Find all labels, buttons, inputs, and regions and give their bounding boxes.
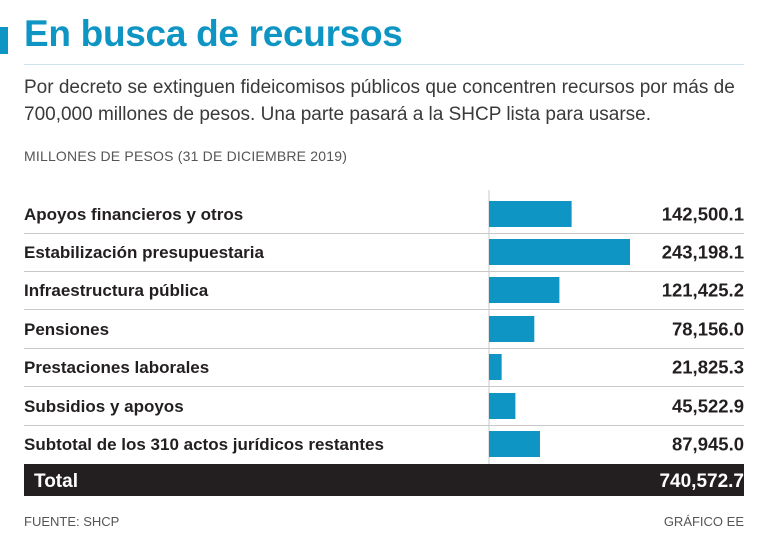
value-label-4: 78,156.0 bbox=[672, 319, 744, 340]
total-row-background bbox=[24, 464, 744, 496]
page-title: En busca de recursos bbox=[24, 13, 403, 54]
value-label-5: 21,825.3 bbox=[672, 357, 744, 378]
category-label-6: Subsidios y apoyos bbox=[24, 397, 184, 416]
bar-6 bbox=[489, 393, 516, 419]
category-label-3: Infraestructura pública bbox=[24, 281, 209, 300]
category-label-4: Pensiones bbox=[24, 320, 109, 339]
bar-4 bbox=[489, 316, 535, 342]
total-value: 740,572.7 bbox=[659, 471, 744, 492]
value-label-7: 87,945.0 bbox=[672, 434, 744, 455]
category-label-7: Subtotal de los 310 actos jurídicos rest… bbox=[24, 435, 384, 454]
value-label-3: 121,425.2 bbox=[662, 280, 744, 301]
units-label: MILLONES DE PESOS (31 DE DICIEMBRE 2019) bbox=[24, 148, 348, 164]
subtitle: Por decreto se extinguen fideicomisos pú… bbox=[24, 77, 735, 125]
bar-7 bbox=[489, 431, 540, 457]
credit-note: GRÁFICO EE bbox=[663, 514, 744, 529]
category-label-2: Estabilización presupuestaria bbox=[24, 243, 265, 262]
title-accent-bar bbox=[0, 27, 8, 54]
value-label-6: 45,522.9 bbox=[672, 396, 744, 417]
bar-3 bbox=[489, 277, 560, 303]
value-label-1: 142,500.1 bbox=[662, 204, 744, 225]
total-label: Total bbox=[34, 471, 78, 492]
value-label-2: 243,198.1 bbox=[662, 242, 744, 263]
bar-1 bbox=[489, 201, 572, 227]
category-label-1: Apoyos financieros y otros bbox=[24, 205, 243, 224]
source-note: FUENTE: SHCP bbox=[24, 514, 120, 529]
category-label-5: Prestaciones laborales bbox=[24, 358, 209, 377]
bar-2 bbox=[489, 239, 630, 265]
bar-chart: Apoyos financieros y otros 142,500.1 Estab… bbox=[24, 190, 744, 496]
bar-5 bbox=[489, 354, 502, 380]
title-divider bbox=[24, 64, 744, 65]
